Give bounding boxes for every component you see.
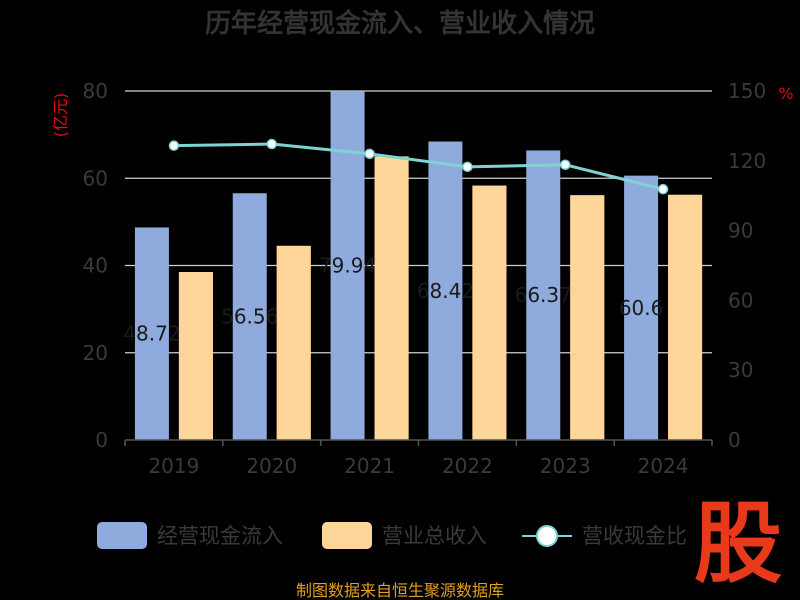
left-axis-ticks: 0 20 40 60 80 <box>83 79 108 452</box>
legend-label-ratio: 营收现金比 <box>582 524 687 548</box>
left-axis-tick-label: 20 <box>83 341 108 365</box>
x-axis-tick-label: 2024 <box>638 454 689 478</box>
bar-cash-inflow-2022 <box>428 141 463 440</box>
bar-revenue-front-2024 <box>668 194 703 440</box>
data-label-cash-inflow-2024: 60.6 <box>619 296 664 320</box>
legend-label-revenue: 营业总收入 <box>382 524 487 548</box>
chart-title: 历年经营现金流入、营业收入情况 <box>205 8 595 39</box>
right-axis-tick-label: 90 <box>728 219 753 243</box>
ratio-point-2019 <box>168 140 180 151</box>
left-axis-tick-label: 40 <box>83 254 108 278</box>
bar-revenue-front-2021 <box>374 156 409 440</box>
right-axis-tick-label: 120 <box>728 149 766 173</box>
left-axis-tick-label: 80 <box>83 79 108 103</box>
source-text: 制图数据来自恒生聚源数据库 <box>296 581 504 600</box>
ratio-point-2021 <box>364 148 375 160</box>
grid <box>125 90 712 354</box>
data-labels: 48.72 56.56 79.94 68.42 66.37 60.6 <box>123 156 703 440</box>
ratio-point-2020 <box>266 138 277 150</box>
bar-revenue-front-2019 <box>178 272 213 440</box>
bar-revenue-front-2022 <box>472 185 507 440</box>
ratio-point-2022 <box>462 161 473 173</box>
legend-label-cash-inflow: 经营现金流入 <box>157 524 283 548</box>
legend-swatch-cash-inflow <box>97 522 147 549</box>
right-axis-unit: % <box>778 84 793 103</box>
watermark-logo: 股 <box>694 492 782 595</box>
bar-cash-inflow-2023 <box>526 150 561 440</box>
right-axis-tick-label: 150 <box>728 79 766 103</box>
ratio-line <box>168 138 669 195</box>
x-axis-tick-label: 2022 <box>442 454 493 478</box>
data-label-cash-inflow-2020: 56.56 <box>221 305 278 329</box>
left-axis-tick-label: 60 <box>83 166 108 190</box>
bar-cash-inflow-2020 <box>232 193 267 440</box>
right-axis-tick-label: 60 <box>728 288 753 312</box>
right-axis-ticks: 0 30 60 90 120 150 <box>728 79 766 452</box>
bar-cash-inflow-2024 <box>624 175 659 440</box>
data-label-cash-inflow-2021: 79.94 <box>319 254 376 278</box>
ratio-point-2023 <box>560 159 571 171</box>
left-axis-tick-label: 0 <box>95 428 108 452</box>
legend-marker-ratio <box>536 525 558 547</box>
legend: 经营现金流入 营业总收入 营收现金比 <box>97 522 687 549</box>
data-label-cash-inflow-2022: 68.42 <box>417 279 474 303</box>
bar-cash-inflow-2019 <box>134 227 169 440</box>
data-label-cash-inflow-2019: 48.72 <box>123 322 180 346</box>
left-axis-unit: (亿元) <box>51 93 70 138</box>
x-axis-tick-label: 2023 <box>540 454 591 478</box>
bar-revenue-front-2023 <box>570 195 605 440</box>
x-axis-tick-label: 2021 <box>344 454 395 478</box>
ratio-line-path <box>173 142 664 191</box>
x-axis-tick-label: 2019 <box>148 454 199 478</box>
right-axis-tick-label: 0 <box>728 428 741 452</box>
legend-swatch-revenue <box>322 522 372 549</box>
x-axis-tick-label: 2020 <box>246 454 297 478</box>
x-axis-ticks: 2019 2020 2021 2022 2023 2024 <box>124 440 713 478</box>
data-label-cash-inflow-2023: 66.37 <box>515 283 572 307</box>
ratio-point-2024 <box>657 183 669 195</box>
right-axis-tick-label: 30 <box>728 358 753 382</box>
bar-revenue-front-2020 <box>276 245 311 440</box>
